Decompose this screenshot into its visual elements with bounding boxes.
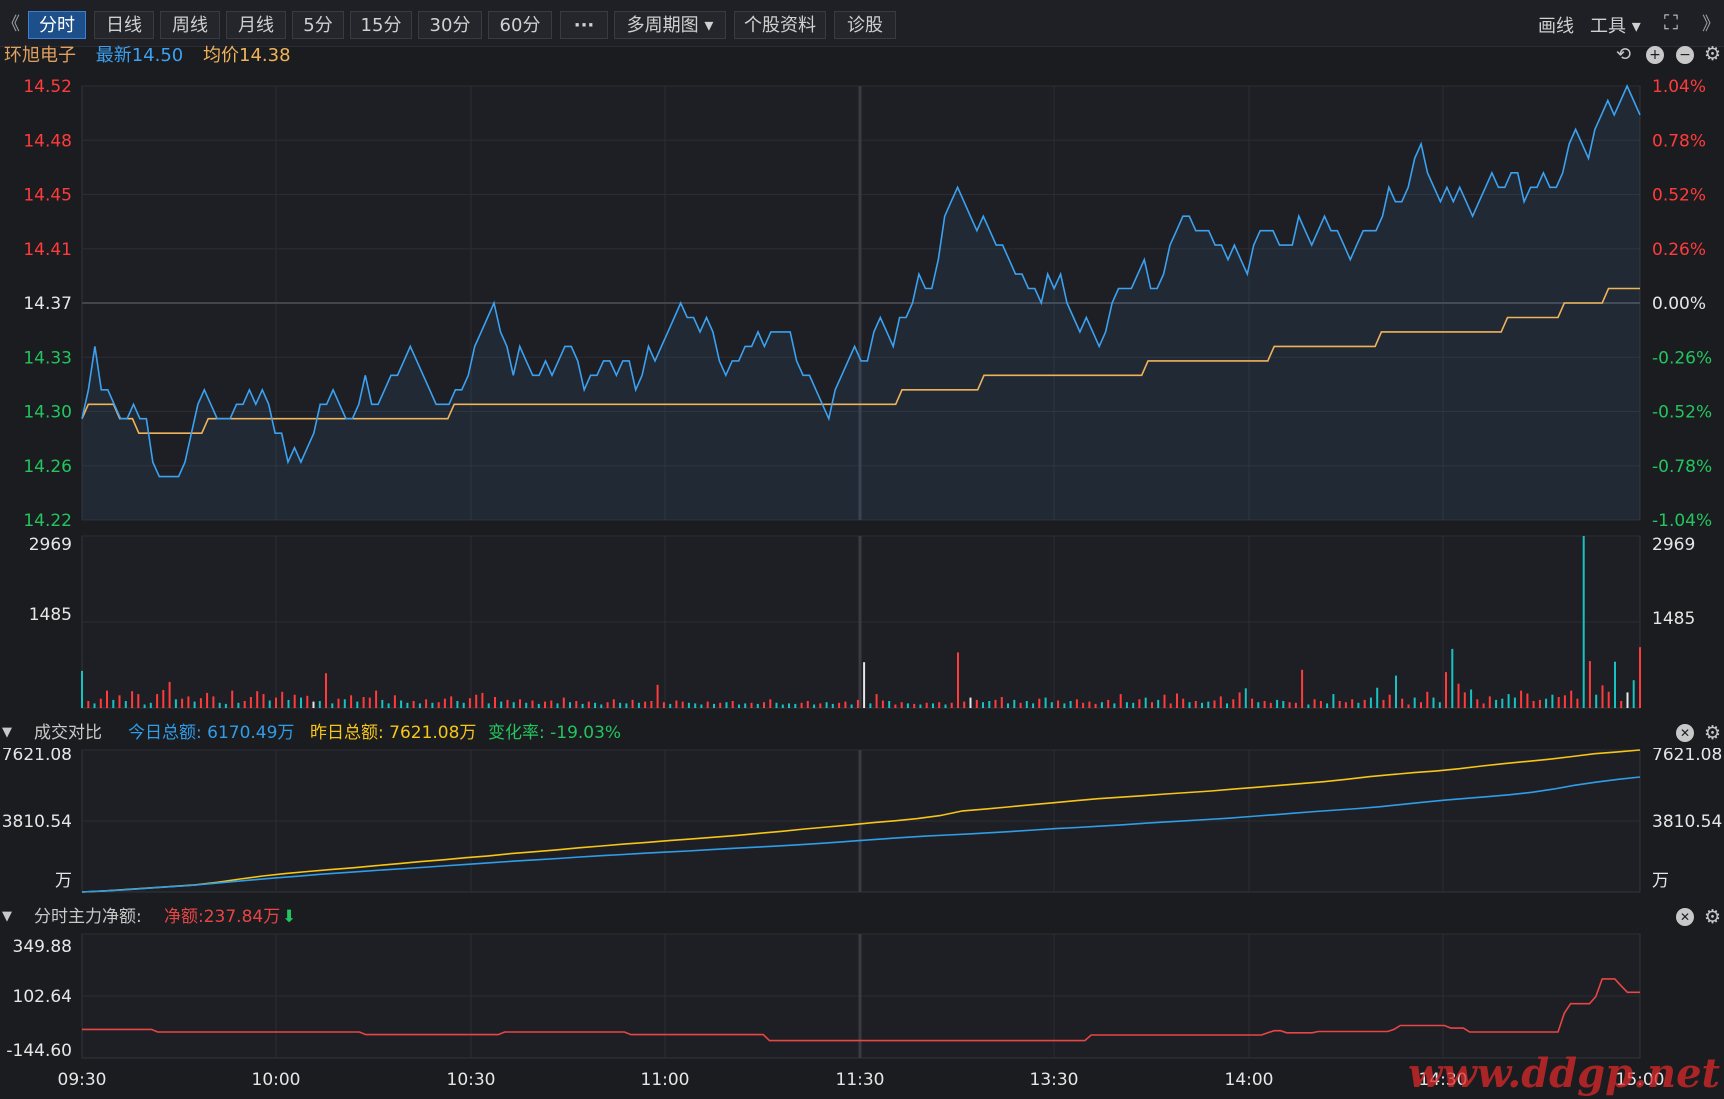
latest-price-label: 最新14.50 (95, 45, 184, 66)
avg-price-label: 均价14.38 (203, 45, 291, 66)
tab-weekly[interactable]: 周线 (160, 11, 220, 39)
time-tick-label: 15:00 (1616, 1070, 1665, 1090)
price-tick-label: 14.33 (23, 348, 72, 368)
time-tick-label: 14:30 (1419, 1070, 1468, 1090)
volume-tick-label: 1485 (1652, 609, 1695, 629)
time-tick-label: 10:00 (252, 1070, 301, 1090)
tab-30min[interactable]: 30分 (418, 11, 482, 39)
price-tick-label: 14.41 (23, 240, 72, 260)
fullscreen-icon[interactable]: ⛶ (1664, 10, 1678, 34)
time-tick-label: 11:30 (836, 1070, 885, 1090)
tools-dropdown[interactable]: 工具 ▾ (1590, 16, 1641, 37)
turnover-tick-label: 万 (55, 871, 72, 891)
stock-profile-button[interactable]: 个股资料 (734, 11, 826, 39)
turnover-tick-label: 3810.54 (2, 812, 72, 832)
yesterday-total-label: 昨日总额: 7621.08万 (310, 723, 477, 743)
price-tick-label: 14.37 (23, 294, 72, 314)
avg-price-line (81, 287, 1640, 435)
price-tick-label: 14.22 (23, 511, 72, 531)
pct-tick-label: 0.00% (1652, 294, 1706, 314)
main-net-line (82, 978, 1640, 1042)
today-turnover-line (81, 776, 1641, 893)
collapse-icon[interactable]: ▼ (2, 725, 12, 740)
pct-tick-label: 0.78% (1652, 131, 1706, 151)
tab-fenshi[interactable]: 分时 (28, 11, 86, 39)
pct-tick-label: -0.52% (1652, 403, 1712, 423)
turnover-compare-title: 成交对比 (34, 723, 102, 743)
price-tick-label: 14.52 (23, 77, 72, 97)
tab-5min[interactable]: 5分 (292, 11, 344, 39)
panel-settings-icon[interactable]: ⚙ (1704, 722, 1722, 744)
price-line (81, 84, 1641, 478)
tab-daily[interactable]: 日线 (94, 11, 154, 39)
undo-icon[interactable]: ⟲ (1616, 44, 1632, 65)
main-net-header: ▼ 分时主力净额: 净额:237.84万 ⬇ ✕ ⚙ (0, 902, 1724, 932)
pct-tick-label: 0.52% (1652, 186, 1706, 206)
tab-15min[interactable]: 15分 (350, 11, 412, 39)
price-tick-label: 14.30 (23, 403, 72, 423)
price-tick-label: 14.26 (23, 457, 72, 477)
settings-icon[interactable]: ⚙ (1704, 43, 1722, 65)
price-tick-label: 14.45 (23, 186, 72, 206)
change-rate-label: 变化率: -19.03% (488, 723, 622, 743)
diagnose-button[interactable]: 诊股 (834, 11, 896, 39)
draw-line-button[interactable]: 画线 (1538, 16, 1574, 37)
main-net-title: 分时主力净额: (34, 907, 142, 927)
pct-tick-label: 1.04% (1652, 77, 1706, 97)
time-tick-label: 14:00 (1225, 1070, 1274, 1090)
net-tick-label: -144.60 (6, 1041, 72, 1061)
net-amount-label: 净额:237.84万 (164, 907, 281, 927)
today-total-label: 今日总额: 6170.49万 (128, 723, 295, 743)
yesterday-turnover-line (81, 749, 1641, 893)
time-tick-label: 13:30 (1030, 1070, 1079, 1090)
tab-monthly[interactable]: 月线 (226, 11, 286, 39)
pct-tick-label: -0.26% (1652, 348, 1712, 368)
toolbar: 《 分时 日线 周线 月线 5分 15分 30分 60分 ··· 多周期图 ▾ … (0, 0, 1724, 47)
turnover-tick-label: 7621.08 (1652, 745, 1722, 765)
back-icon[interactable]: 《 (2, 14, 20, 35)
price-area (82, 86, 1640, 520)
price-tick-label: 14.48 (23, 131, 72, 151)
panel-settings-icon[interactable]: ⚙ (1704, 906, 1722, 928)
turnover-tick-label: 7621.08 (2, 745, 72, 765)
close-panel-icon[interactable]: ✕ (1676, 908, 1694, 926)
down-arrow-icon: ⬇ (282, 907, 297, 927)
pct-tick-label: 0.26% (1652, 240, 1706, 260)
stock-name: 环旭电子 (4, 45, 76, 66)
watermark: www.ddgp.net (1407, 1050, 1720, 1097)
volume-tick-label: 2969 (1652, 535, 1695, 555)
turnover-tick-label: 3810.54 (1652, 812, 1722, 832)
turnover-compare-header: ▼ 成交对比 今日总额: 6170.49万 昨日总额: 7621.08万 变化率… (0, 718, 1724, 748)
volume-tick-label: 1485 (29, 605, 72, 625)
forward-icon[interactable]: 》 (1702, 14, 1720, 35)
tab-60min[interactable]: 60分 (488, 11, 552, 39)
pct-tick-label: -1.04% (1652, 511, 1712, 531)
time-tick-label: 10:30 (447, 1070, 496, 1090)
net-tick-label: 102.64 (13, 987, 72, 1007)
multi-period-dropdown[interactable]: 多周期图 ▾ (614, 11, 726, 39)
collapse-icon[interactable]: ▼ (2, 909, 12, 924)
pct-tick-label: -0.78% (1652, 457, 1712, 477)
turnover-tick-label: 万 (1652, 871, 1669, 891)
zoom-in-icon[interactable]: + (1646, 46, 1664, 64)
zoom-out-icon[interactable]: − (1676, 46, 1694, 64)
net-tick-label: 349.88 (13, 937, 72, 957)
close-panel-icon[interactable]: ✕ (1676, 724, 1694, 742)
stock-info-row: 环旭电子 最新14.50 均价14.38 (4, 42, 305, 70)
time-tick-label: 09:30 (58, 1070, 107, 1090)
more-periods-button[interactable]: ··· (560, 11, 608, 39)
volume-tick-label: 2969 (29, 535, 72, 555)
time-tick-label: 11:00 (641, 1070, 690, 1090)
